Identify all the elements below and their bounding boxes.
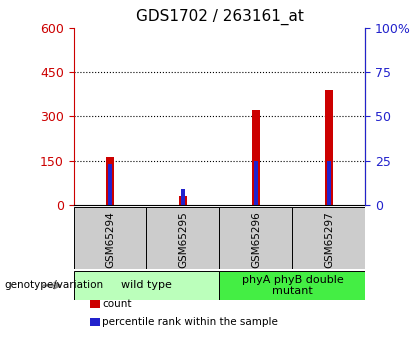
Bar	[181, 189, 185, 205]
Bar	[254, 161, 258, 205]
Text: GSM65295: GSM65295	[178, 211, 188, 268]
Bar	[220, 207, 292, 269]
Bar	[105, 157, 114, 205]
Text: wild type: wild type	[121, 280, 172, 290]
Text: GSM65297: GSM65297	[324, 211, 334, 268]
Bar	[292, 207, 365, 269]
Text: percentile rank within the sample: percentile rank within the sample	[102, 317, 278, 327]
Title: GDS1702 / 263161_at: GDS1702 / 263161_at	[136, 9, 303, 25]
Bar	[327, 161, 331, 205]
Text: genotype/variation: genotype/variation	[4, 280, 103, 290]
Text: GSM65294: GSM65294	[105, 211, 115, 268]
Text: GSM65296: GSM65296	[251, 211, 261, 268]
Bar	[147, 207, 220, 269]
Text: count: count	[102, 299, 131, 309]
Bar	[252, 110, 260, 205]
Bar	[74, 207, 147, 269]
Text: phyA phyB double
mutant: phyA phyB double mutant	[241, 275, 343, 296]
Bar	[178, 196, 187, 205]
Bar	[325, 90, 333, 205]
Bar	[108, 165, 112, 205]
Bar	[74, 271, 220, 300]
Bar	[220, 271, 365, 300]
